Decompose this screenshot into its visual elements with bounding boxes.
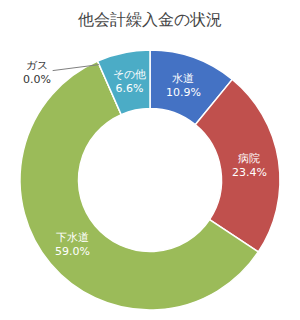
svg-text:他会計繰入金の状況: 他会計繰入金の状況 xyxy=(78,10,222,29)
svg-text:下水道59.0%: 下水道59.0% xyxy=(55,231,90,258)
svg-text:水道10.9%: 水道10.9% xyxy=(166,72,201,99)
svg-text:病院23.4%: 病院23.4% xyxy=(232,152,267,179)
svg-text:その他6.6%: その他6.6% xyxy=(113,68,146,95)
svg-text:ガス0.0%: ガス0.0% xyxy=(23,59,51,86)
